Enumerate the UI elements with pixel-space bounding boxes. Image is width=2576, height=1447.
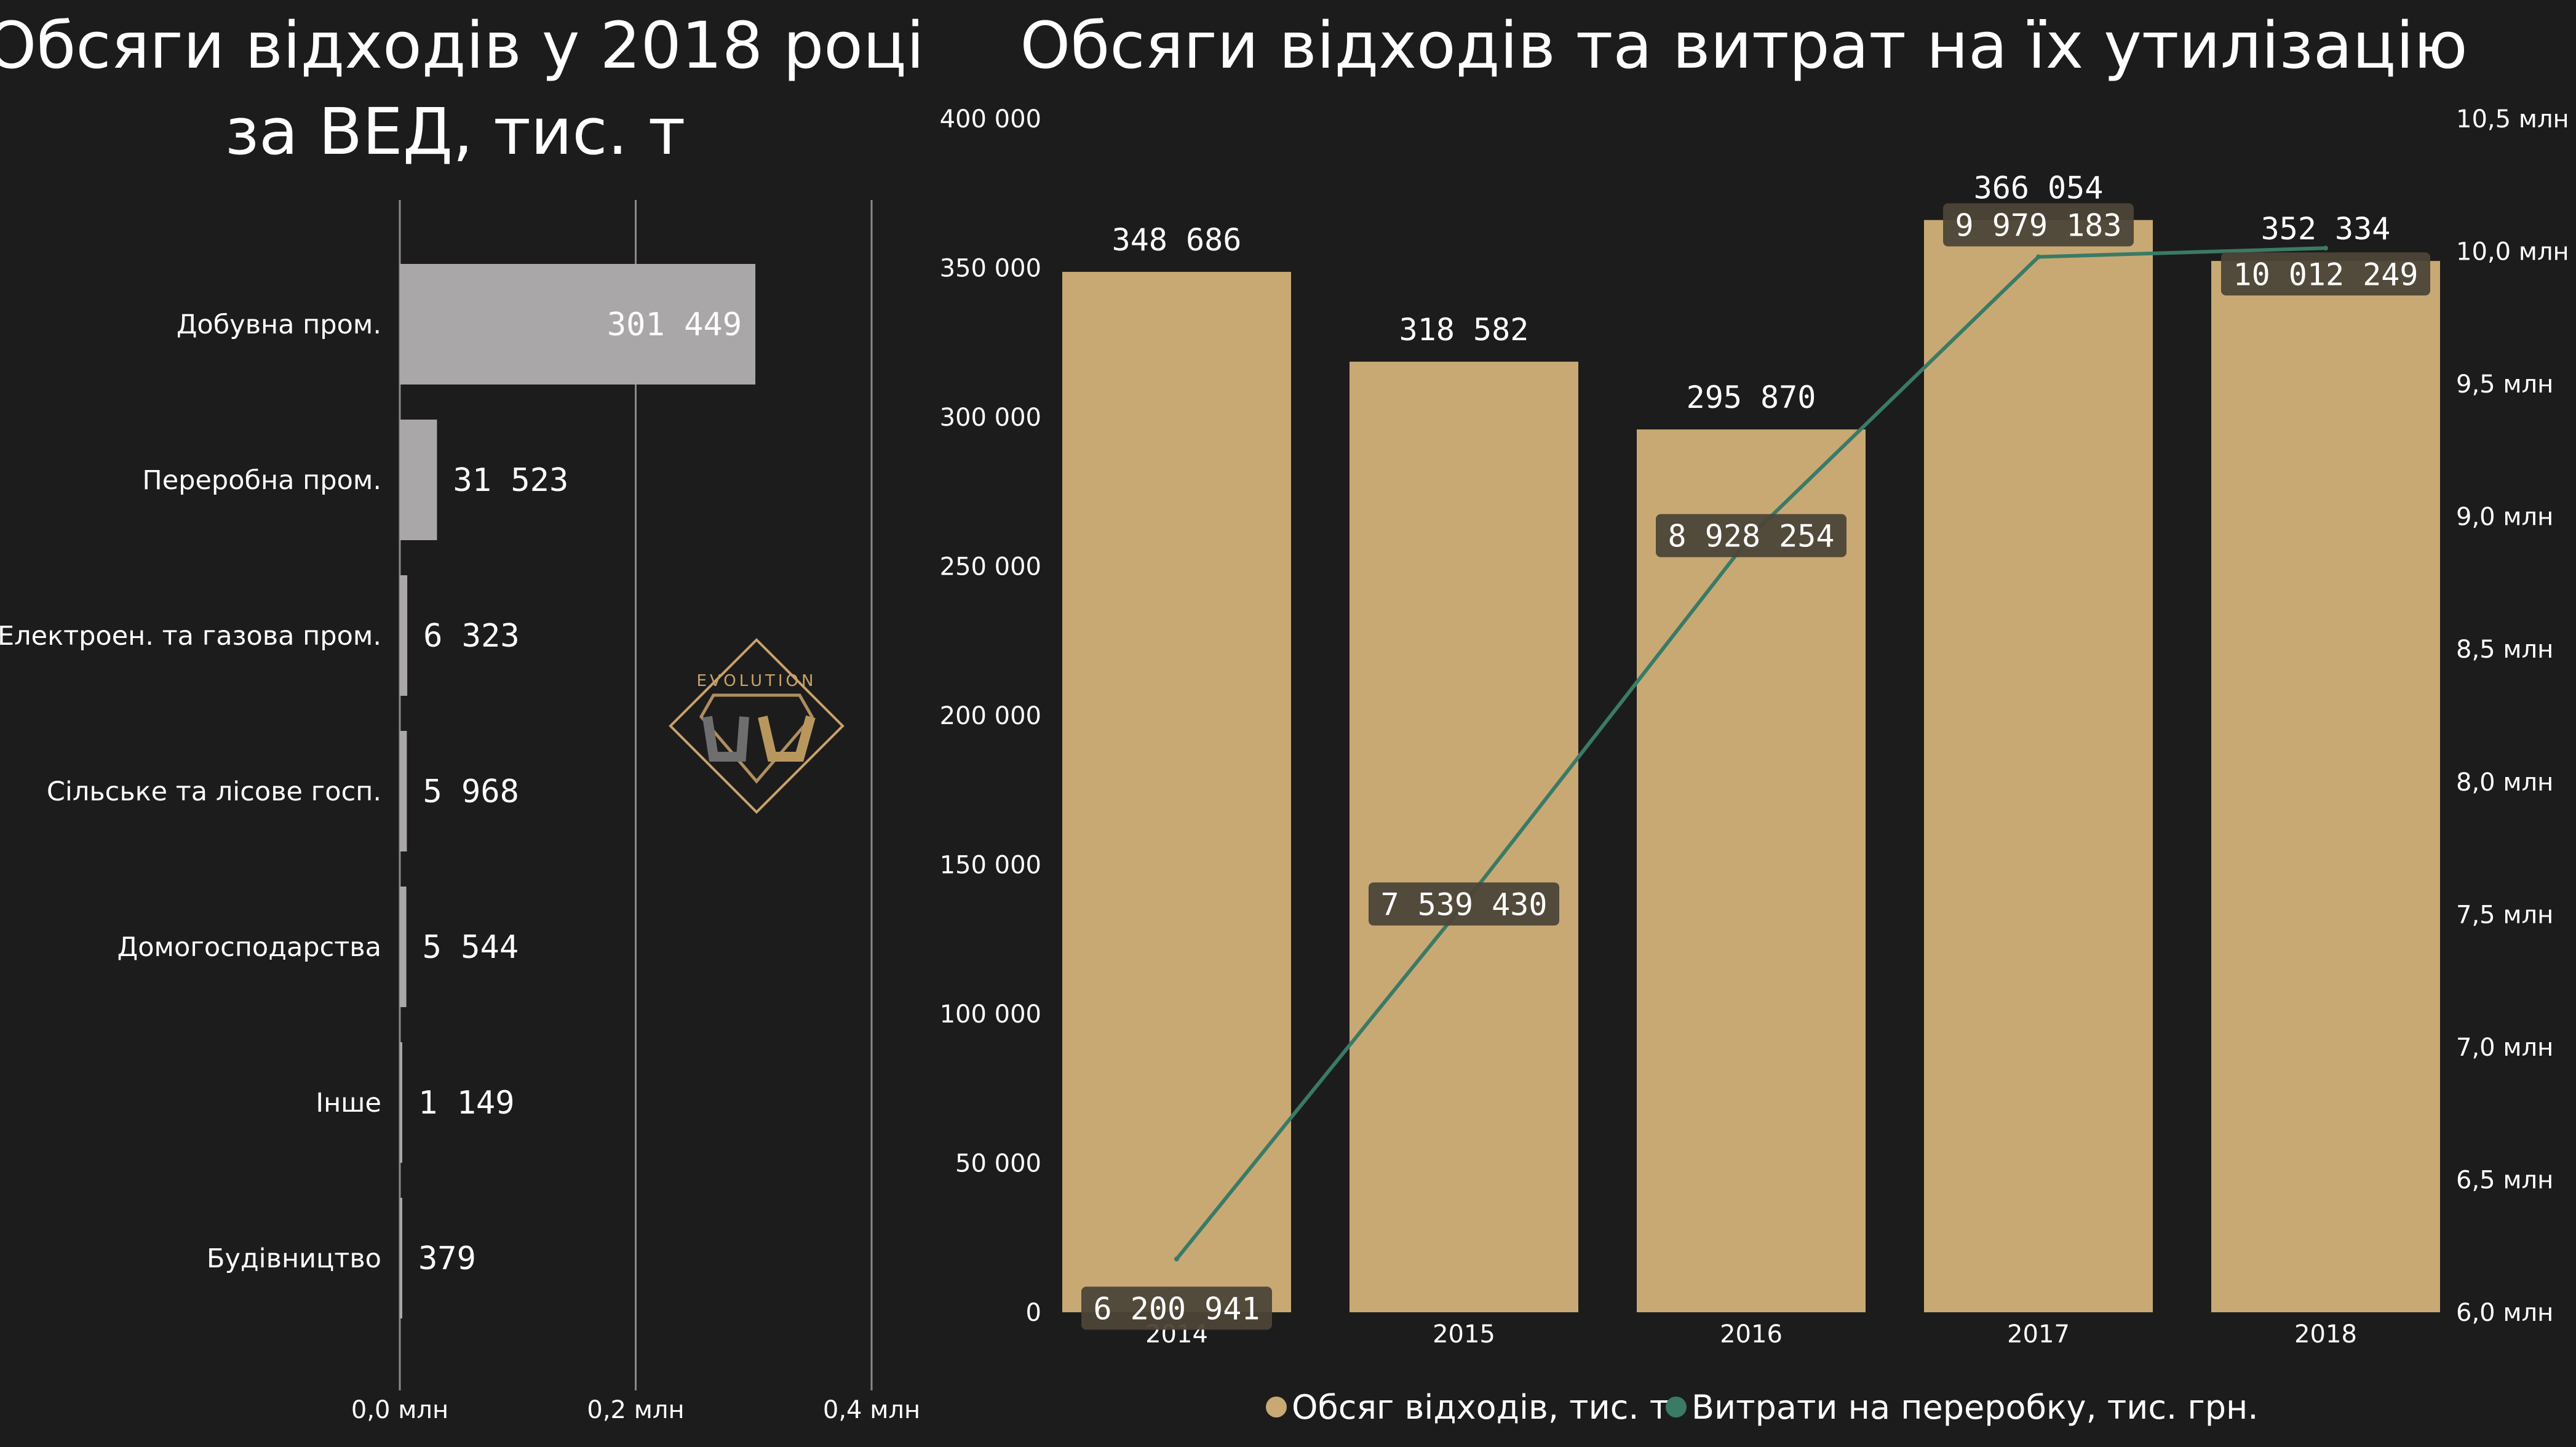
left-bar-value-label: 1 149 [418,1085,515,1122]
costs-line-point [2036,254,2041,260]
left-y-tick-label: 200 000 [940,702,1041,730]
right-combo-chart: 0 50 000 100 000 150 000 200 000 250 000 300 0… [940,105,2569,1349]
x-category-label: 2018 [2294,1320,2357,1349]
line-value-label-box [2221,252,2430,296]
evolution-logo: EVOLUTION [669,638,845,814]
right-y-tick-label: 6,0 млн [2456,1299,2553,1327]
left-bar [400,887,407,1007]
line-value-label: 7 539 430 [1381,887,1548,922]
left-category-label: Інше [316,1088,381,1118]
right-bar-value-label: 348 686 [1112,222,1242,258]
left-bar [400,420,437,540]
left-y-tick-label: 250 000 [940,553,1041,581]
x-category-label: 2017 [2007,1320,2070,1349]
line-value-label: 10 012 249 [2233,257,2418,292]
left-bar-value-label: 301 449 [607,306,742,343]
right-bar [1924,220,2153,1313]
left-category-label: Будівництво [207,1243,381,1274]
line-value-label-box [1943,203,2134,247]
left-category-label: Сільське та лісове госп. [47,776,381,807]
diamond-logo-icon [669,638,845,814]
costs-line-point [2323,245,2328,251]
left-x-tick-label: 0,4 млн [823,1396,920,1424]
line-value-label: 9 979 183 [1955,208,2122,244]
right-y-tick-label: 9,0 млн [2456,503,2553,532]
right-bar [1062,271,1291,1312]
left-bar [400,1198,402,1318]
left-bar-value-label: 5 544 [423,929,519,966]
left-category-label: Добувна пром. [177,309,381,340]
left-category-label: Електроен. та газова пром. [0,621,381,652]
legend-label-waste: Обсяг відходів, тис. т [1292,1388,1669,1427]
right-y-tick-label: 7,5 млн [2456,901,2553,929]
left-bar-value-label: 31 523 [453,462,568,499]
line-value-label-box [1081,1286,1272,1330]
right-y-tick-label: 10,0 млн [2456,238,2569,266]
legend-label-costs: Витрати на переробку, тис. грн. [1691,1388,2258,1427]
right-bar-value-label: 295 870 [1687,380,1816,415]
left-bar-chart: 0,0 млн 0,2 млн 0,4 млн Добувна пром. 301 44… [0,200,920,1424]
left-bar-value-label: 6 323 [423,618,520,655]
left-chart-title-line-2: за ВЕД, тис. т [225,94,686,169]
left-y-tick-label: 50 000 [955,1150,1041,1178]
left-y-tick-label: 400 000 [940,105,1041,134]
left-y-tick-label: 300 000 [940,404,1041,432]
left-y-tick-label: 0 [1026,1299,1041,1327]
right-bar-value-label: 318 582 [1399,312,1529,348]
left-category-label: Домогосподарства [117,932,381,963]
right-y-tick-label: 6,5 млн [2456,1166,2553,1194]
left-bar-value-label: 5 968 [423,773,519,810]
left-bar [400,575,408,696]
right-bar [1637,429,1866,1312]
legend-marker-waste [1266,1397,1287,1417]
left-y-tick-label: 150 000 [940,851,1041,880]
left-x-tick-label: 0,0 млн [351,1396,448,1424]
left-bar [400,264,756,385]
right-y-tick-label: 7,0 млн [2456,1034,2553,1062]
left-y-tick-label: 350 000 [940,255,1041,283]
right-y-tick-label: 8,5 млн [2456,636,2553,664]
right-y-tick-label: 9,5 млн [2456,370,2553,399]
line-value-label: 8 928 254 [1668,519,1835,554]
left-bar [400,1042,402,1163]
line-value-label: 6 200 941 [1094,1291,1260,1326]
left-bar [400,731,407,851]
legend: Обсяг відходів, тис. т Витрати на переро… [1266,1388,2258,1427]
right-bar [1350,361,1578,1312]
legend-marker-costs [1666,1397,1687,1417]
right-bar-value-label: 366 054 [1974,170,2104,206]
right-y-tick-label: 8,0 млн [2456,768,2553,797]
left-chart-title-line-1: Обсяги відходів у 2018 році [0,8,924,83]
left-category-label: Переробна пром. [142,465,381,496]
right-y-tick-label: 10,5 млн [2456,105,2569,134]
line-value-label-box [1369,882,1559,926]
logo-text: EVOLUTION [697,672,817,690]
right-bar [2211,261,2440,1312]
costs-line-point [1174,1256,1179,1262]
left-bar-value-label: 379 [418,1240,476,1277]
left-y-tick-label: 100 000 [940,1000,1041,1029]
line-value-label-box [1656,514,1847,557]
right-bar-value-label: 352 334 [2261,211,2391,247]
left-x-tick-label: 0,2 млн [587,1396,684,1424]
x-category-label: 2015 [1433,1320,1495,1349]
right-chart-title: Обсяги відходів та витрат на їх утилізац… [1020,8,2467,83]
x-category-label: 2016 [1720,1320,1783,1349]
